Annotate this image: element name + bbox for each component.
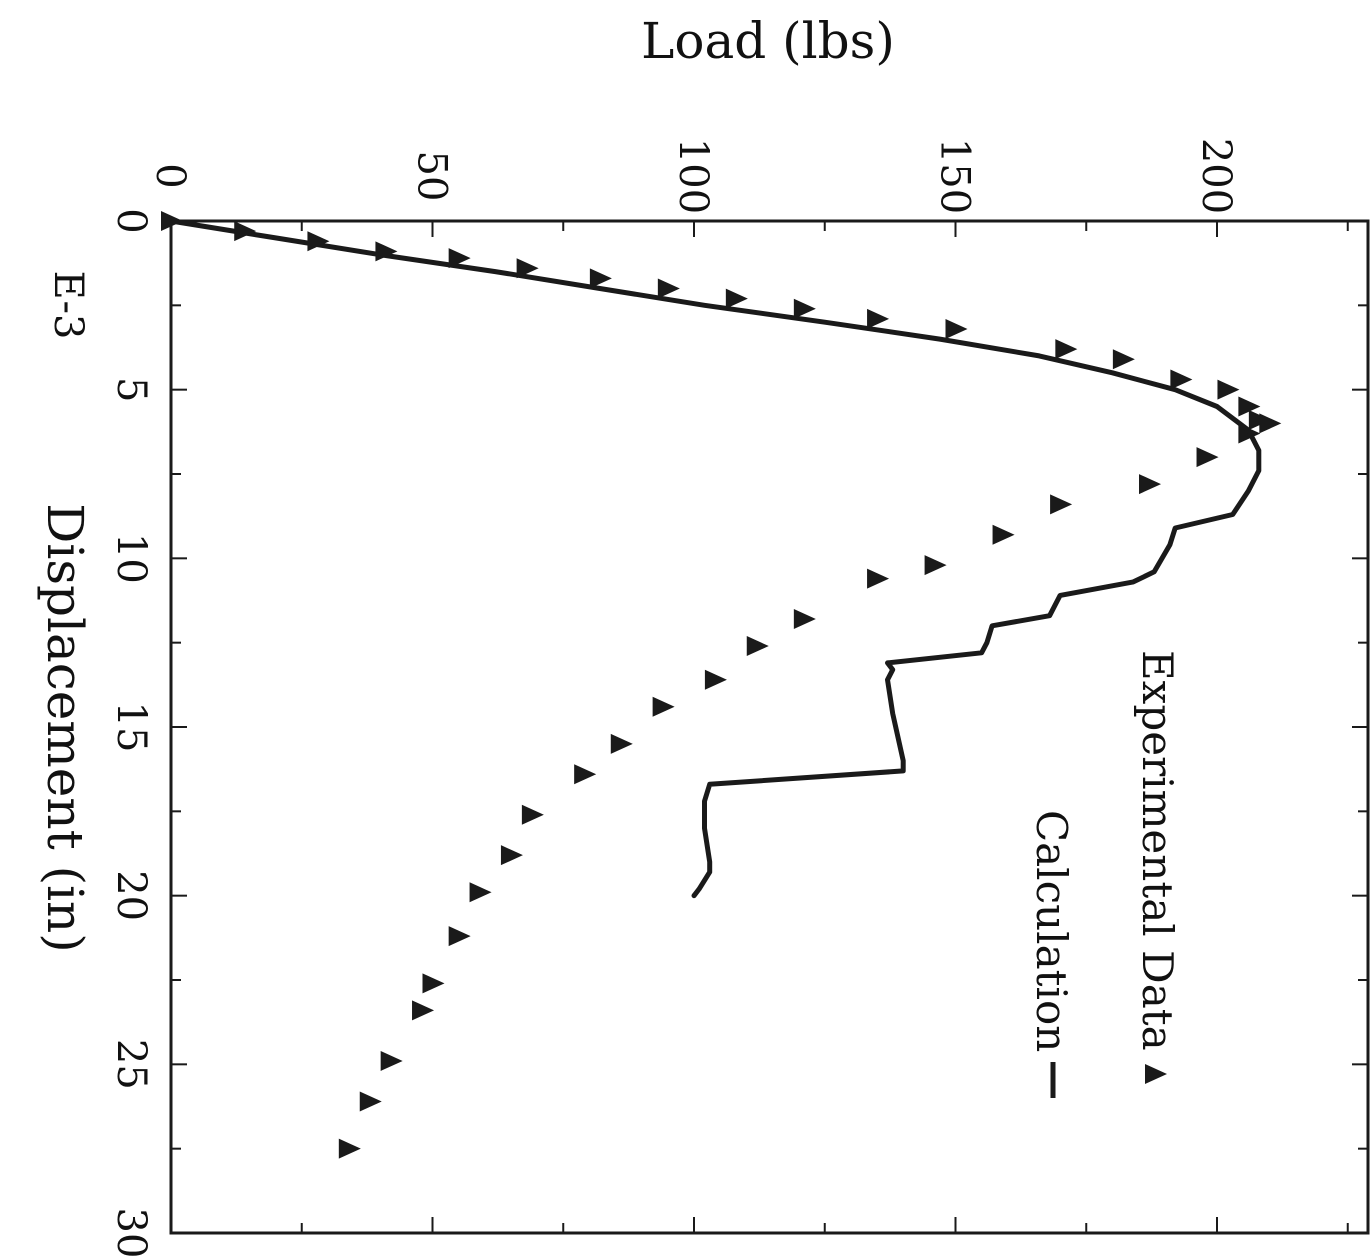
data-point-experimental: [793, 298, 816, 319]
data-point-experimental: [422, 973, 445, 994]
data-point-experimental: [448, 926, 471, 947]
legend: Experimental Data Calculation: [1027, 650, 1182, 1098]
data-layer: [161, 211, 1282, 1159]
legend-label-calculation: Calculation: [1027, 810, 1076, 1052]
x-tick-label: 25: [108, 1039, 154, 1090]
x-tick-label: 0: [108, 208, 154, 233]
data-point-experimental: [924, 555, 947, 576]
legend-label-experimental: Experimental Data: [1133, 650, 1182, 1051]
x-tick-label: 20: [108, 870, 154, 921]
data-point-experimental: [867, 568, 890, 589]
data-point-experimental: [359, 1091, 382, 1112]
data-point-experimental: [793, 609, 816, 630]
data-point-experimental: [1238, 396, 1261, 417]
y-tick-label: 150: [932, 138, 978, 214]
data-point-experimental: [380, 1050, 403, 1071]
data-point-experimental: [1050, 494, 1073, 515]
plot-border: [169, 219, 1370, 1235]
data-point-experimental: [1055, 339, 1078, 360]
y-tick-label: 0: [147, 163, 193, 188]
x-scale-note: E-3: [45, 271, 91, 340]
data-point-experimental: [1196, 447, 1219, 468]
data-point-experimental: [657, 278, 680, 299]
x-tick-label: 30: [108, 1208, 154, 1257]
data-point-experimental: [1217, 379, 1240, 400]
data-point-experimental: [1259, 413, 1282, 434]
data-point-experimental: [469, 882, 492, 903]
data-point-experimental: [704, 669, 727, 690]
x-tick-label: 5: [108, 377, 154, 402]
series-line-calculation: [168, 218, 1262, 899]
x-axis-title: Displacement (in): [36, 503, 94, 953]
data-point-experimental: [992, 524, 1015, 545]
data-point-experimental: [500, 845, 523, 866]
data-point-experimental: [867, 308, 890, 329]
data-point-experimental: [1112, 349, 1135, 370]
data-point-experimental: [652, 696, 675, 717]
data-point-experimental: [610, 733, 633, 754]
data-point-experimental: [574, 764, 597, 785]
data-point-experimental: [589, 268, 612, 289]
data-point-experimental: [725, 288, 748, 309]
x-tick-label: 15: [108, 702, 154, 753]
y-tick-label: 200: [1193, 138, 1239, 214]
data-point-experimental: [945, 318, 968, 339]
data-point-experimental: [338, 1138, 361, 1159]
y-tick-label: 100: [670, 138, 716, 214]
axis-ticks: 0 5 10 15 20 25 30 0 50 100 150 200: [108, 138, 1368, 1257]
data-point-experimental: [746, 636, 769, 657]
x-tick-label: 10: [108, 533, 154, 584]
data-point-experimental: [516, 258, 539, 279]
legend-marker-triangle: [1145, 1064, 1167, 1084]
y-tick-label: 50: [409, 151, 455, 202]
y-axis-title: Load (lbs): [641, 12, 895, 70]
plot-frame: [169, 219, 1370, 1235]
data-point-experimental: [1139, 474, 1162, 495]
data-point-experimental: [412, 1000, 435, 1021]
data-point-experimental: [1170, 369, 1193, 390]
data-point-experimental: [521, 804, 544, 825]
